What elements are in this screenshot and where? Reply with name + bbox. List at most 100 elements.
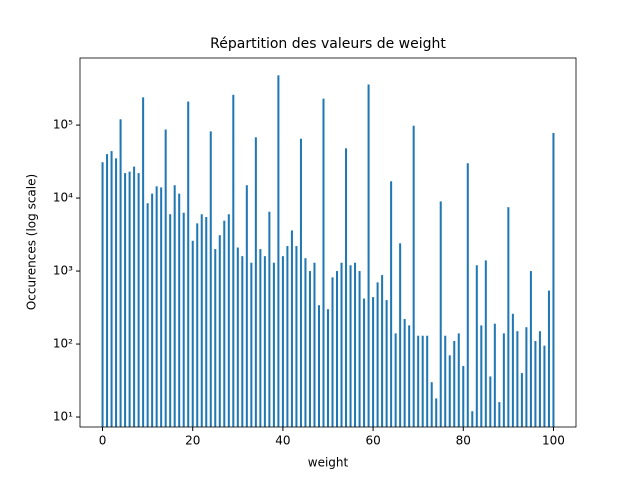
bar	[137, 173, 140, 427]
bar	[250, 262, 253, 427]
bar	[543, 345, 546, 427]
bar	[299, 138, 302, 427]
bar	[376, 282, 379, 427]
bar	[281, 256, 284, 427]
y-axis-label: Occurences (log scale)	[25, 174, 39, 310]
x-tick-label: 0	[99, 434, 107, 448]
bar	[547, 290, 550, 427]
bar	[453, 341, 456, 427]
bar	[254, 137, 257, 427]
bar	[187, 101, 190, 428]
bar	[511, 313, 514, 427]
bar	[182, 212, 185, 427]
bar	[313, 262, 316, 427]
bar	[106, 154, 109, 427]
bar	[115, 158, 118, 427]
bar	[552, 132, 555, 427]
x-tick-label: 80	[456, 434, 471, 448]
bar	[101, 162, 104, 427]
bar	[200, 214, 203, 427]
bar	[480, 325, 483, 427]
bar	[227, 214, 230, 427]
plot-frame	[79, 57, 577, 428]
bar	[155, 186, 158, 427]
bar	[466, 163, 469, 427]
x-tick-label: 60	[365, 434, 380, 448]
bar	[457, 333, 460, 427]
bar	[128, 171, 131, 427]
bar	[263, 256, 266, 427]
bar	[133, 166, 136, 427]
bar	[151, 193, 154, 427]
bar	[484, 260, 487, 427]
bar	[326, 309, 330, 427]
bar	[272, 262, 275, 427]
x-tick-label: 40	[275, 434, 290, 448]
bar	[498, 402, 501, 427]
bar	[475, 265, 478, 427]
bar	[439, 201, 442, 427]
bar	[489, 376, 492, 427]
bar	[191, 240, 194, 427]
bar	[209, 131, 212, 427]
bar	[322, 98, 325, 428]
bar	[178, 193, 181, 427]
bar	[421, 335, 424, 427]
bar	[245, 185, 248, 427]
bar	[435, 398, 438, 427]
bar	[196, 223, 199, 427]
bar	[146, 203, 149, 427]
bar	[367, 84, 370, 427]
y-tick-label: 10⁵	[53, 118, 73, 132]
bar	[349, 265, 352, 427]
bar	[173, 185, 176, 427]
x-axis-label: weight	[308, 456, 349, 470]
bar	[493, 323, 496, 427]
bar	[399, 243, 402, 427]
bar	[354, 262, 357, 427]
bar	[317, 305, 320, 427]
bar	[169, 214, 172, 427]
bar	[358, 271, 361, 427]
bar	[119, 119, 122, 428]
bar	[390, 181, 393, 427]
bar	[462, 366, 465, 427]
bar	[381, 275, 384, 427]
bar	[277, 75, 280, 427]
bar	[426, 335, 429, 427]
bar	[205, 217, 208, 427]
bar	[444, 335, 447, 427]
bar	[345, 148, 348, 428]
bar	[160, 187, 163, 427]
x-tick-label: 100	[542, 434, 565, 448]
bar	[236, 247, 239, 427]
bar	[520, 373, 523, 427]
y-tick-label: 10⁴	[53, 191, 73, 205]
y-tick-label: 10²	[53, 337, 73, 351]
bar	[110, 151, 113, 427]
bar	[448, 355, 451, 427]
bar	[214, 249, 217, 427]
bar	[286, 246, 289, 427]
bar	[331, 277, 334, 427]
bar	[471, 411, 474, 427]
bar	[408, 325, 411, 427]
y-tick-label: 10¹	[53, 410, 73, 424]
bar	[336, 271, 339, 427]
bar	[363, 298, 366, 427]
bar	[142, 97, 145, 427]
bar	[516, 331, 519, 427]
bar	[241, 256, 244, 427]
bar	[290, 230, 293, 427]
bar	[538, 331, 541, 427]
bar	[372, 297, 375, 427]
bar	[164, 129, 167, 427]
bar	[232, 94, 235, 427]
bar	[304, 258, 307, 427]
bar	[403, 319, 406, 427]
bar	[308, 271, 311, 427]
bar	[259, 249, 262, 427]
bar	[268, 211, 271, 427]
bar	[394, 333, 397, 427]
bar	[340, 262, 343, 427]
